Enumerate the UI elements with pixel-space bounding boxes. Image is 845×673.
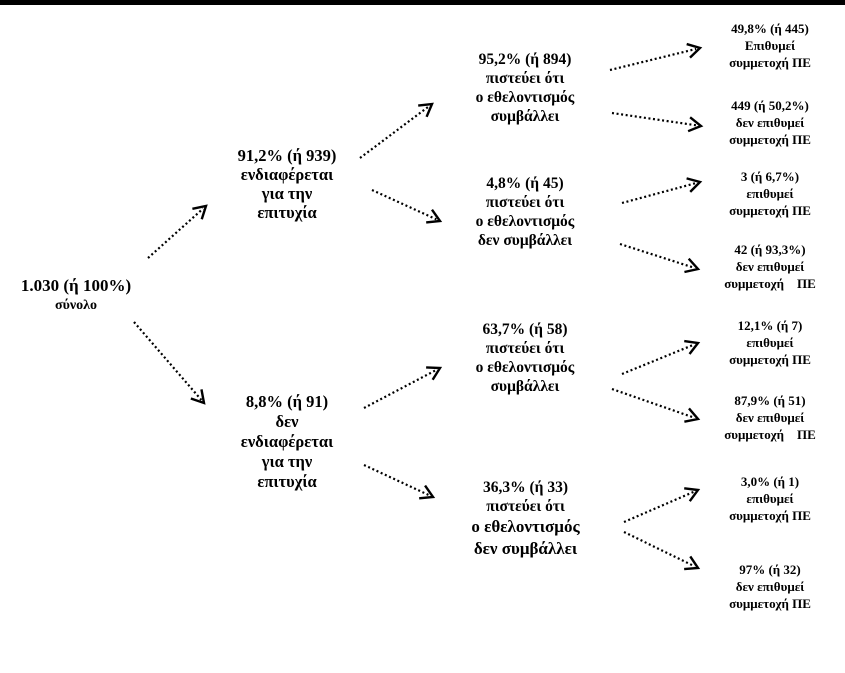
node-total-count: 1.030 (ή 100%)	[20, 276, 132, 295]
leaf-ninb-wants-line-0: 3,0% (ή 1)	[740, 474, 800, 489]
leaf-inb-not-wants-line-2: συμμετοχή ΠΕ	[724, 276, 816, 291]
node-ninb-line-1: πιστεύει ότι	[486, 498, 565, 515]
node-not-interested-believes: 63,7% (ή 58) πιστεύει ότι ο εθελοντισμός…	[445, 320, 605, 396]
node-ib-line-2: ο εθελοντισμός	[475, 89, 575, 106]
leaf-ninb-wants-line-2: συμμετοχή ΠΕ	[729, 508, 811, 523]
node-interested-line-1: ενδιαφέρεται	[240, 165, 334, 184]
arrow-inb-to-wants	[621, 177, 703, 205]
leaf-ib-not-wants-line-1: δεν επιθυμεί	[735, 115, 805, 130]
arrow-not-interested-to-nib	[363, 366, 443, 409]
node-interested-believes: 95,2% (ή 894) πιστεύει ότι ο εθελοντισμό…	[445, 50, 605, 126]
leaf-ninb-wants-line-1: επιθυμεί	[746, 491, 794, 506]
node-nib-line-0: 63,7% (ή 58)	[482, 321, 568, 338]
node-not-interested-line-2: ενδιαφέρεται	[240, 432, 334, 451]
leaf-ninb-not-wants-line-2: συμμετοχή ΠΕ	[729, 596, 811, 611]
node-ib-line-1: πιστεύει ότι	[485, 70, 565, 87]
leaf-nib-not-wants-line-1: δεν επιθυμεί	[735, 410, 805, 425]
node-ninb-line-2: ο εθελοντισμός	[471, 517, 580, 536]
leaf-inb-wants: 3 (ή 6,7%) επιθυμεί συμμετοχή ΠΕ	[710, 168, 830, 219]
leaf-ib-not-wants-line-0: 449 (ή 50,2%)	[731, 98, 809, 113]
leaf-inb-not-wants-line-1: δεν επιθυμεί	[735, 259, 805, 274]
leaf-nib-wants-line-0: 12,1% (ή 7)	[737, 318, 803, 333]
node-not-interested-not-believes: 36,3% (ή 33) πιστεύει ότι ο εθελοντισμός…	[438, 478, 613, 560]
node-ninb-line-0: 36,3% (ή 33)	[482, 479, 568, 496]
node-not-interested-line-0: 8,8% (ή 91)	[245, 392, 329, 411]
node-ib-line-3: συμβάλλει	[490, 108, 560, 125]
leaf-inb-wants-line-0: 3 (ή 6,7%)	[740, 169, 800, 184]
leaf-nib-wants-line-1: επιθυμεί	[746, 335, 794, 350]
node-interested-line-2: για την	[261, 184, 313, 203]
leaf-nib-wants: 12,1% (ή 7) επιθυμεί συμμετοχή ΠΕ	[710, 317, 830, 368]
node-nib-line-1: πιστεύει ότι	[485, 340, 565, 357]
leaf-ib-not-wants-line-2: συμμετοχή ΠΕ	[729, 132, 811, 147]
node-inb-line-0: 4,8% (ή 45)	[486, 175, 564, 192]
arrow-nib-to-not-wants	[611, 387, 701, 423]
node-interested-not-believes: 4,8% (ή 45) πιστεύει ότι ο εθελοντισμός …	[445, 174, 605, 250]
arrow-not-interested-to-ninb	[363, 464, 436, 500]
top-rule	[0, 0, 845, 5]
arrow-interested-to-inb	[371, 188, 443, 224]
leaf-ib-not-wants: 449 (ή 50,2%) δεν επιθυμεί συμμετοχή ΠΕ	[710, 97, 830, 148]
node-ib-line-0: 95,2% (ή 894)	[478, 51, 572, 68]
node-inb-line-3: δεν συμβάλλει	[477, 232, 573, 249]
node-interested-line-0: 91,2% (ή 939)	[237, 146, 337, 165]
arrow-ib-to-not-wants	[611, 111, 704, 133]
node-not-interested: 8,8% (ή 91) δεν ενδιαφέρεται για την επι…	[212, 392, 362, 492]
leaf-ninb-wants: 3,0% (ή 1) επιθυμεί συμμετοχή ΠΕ	[710, 473, 830, 524]
arrow-interested-to-ib	[359, 102, 434, 159]
node-inb-line-2: ο εθελοντισμός	[475, 213, 575, 230]
node-not-interested-line-3: για την	[261, 452, 313, 471]
leaf-ib-wants-line-1: Επιθυμεί	[744, 38, 796, 53]
arrow-inb-to-not-wants	[619, 242, 701, 274]
node-nib-line-2: ο εθελοντισμός	[475, 359, 575, 376]
leaf-nib-wants-line-2: συμμετοχή ΠΕ	[729, 352, 811, 367]
arrow-nib-to-wants	[621, 339, 701, 376]
leaf-ninb-not-wants-line-1: δεν επιθυμεί	[735, 579, 805, 594]
node-interested-line-3: επιτυχία	[257, 203, 317, 222]
leaf-inb-wants-line-1: επιθυμεί	[746, 186, 794, 201]
arrow-ninb-to-wants	[623, 487, 701, 524]
leaf-inb-not-wants-line-0: 42 (ή 93,3%)	[734, 242, 806, 257]
node-inb-line-1: πιστεύει ότι	[485, 194, 565, 211]
arrow-ninb-to-not-wants	[623, 531, 701, 571]
leaf-ib-wants-line-0: 49,8% (ή 445)	[731, 21, 809, 36]
leaf-inb-wants-line-2: συμμετοχή ΠΕ	[729, 203, 811, 218]
node-not-interested-line-1: δεν	[275, 412, 299, 431]
leaf-ib-wants-line-2: συμμετοχή ΠΕ	[729, 55, 811, 70]
leaf-ib-wants: 49,8% (ή 445) Επιθυμεί συμμετοχή ΠΕ	[710, 20, 830, 71]
leaf-ninb-not-wants-line-0: 97% (ή 32)	[739, 562, 801, 577]
node-nib-line-3: συμβάλλει	[490, 378, 560, 395]
node-interested: 91,2% (ή 939) ενδιαφέρεται για την επιτυ…	[212, 146, 362, 222]
arrow-root-to-not-interested	[133, 321, 206, 405]
node-total: 1.030 (ή 100%) σύνολο	[6, 276, 146, 316]
leaf-nib-not-wants-line-0: 87,9% (ή 51)	[734, 393, 806, 408]
arrow-root-to-interested	[147, 204, 208, 259]
leaf-nib-not-wants-line-2: συμμετοχή ΠΕ	[724, 427, 816, 442]
leaf-inb-not-wants: 42 (ή 93,3%) δεν επιθυμεί συμμετοχή ΠΕ	[710, 241, 830, 292]
node-total-label: σύνολο	[54, 298, 97, 313]
node-not-interested-line-4: επιτυχία	[257, 472, 317, 491]
leaf-nib-not-wants: 87,9% (ή 51) δεν επιθυμεί συμμετοχή ΠΕ	[710, 392, 830, 443]
arrow-ib-to-wants	[609, 42, 703, 72]
node-ninb-line-3: δεν συμβάλλει	[473, 539, 578, 558]
leaf-ninb-not-wants: 97% (ή 32) δεν επιθυμεί συμμετοχή ΠΕ	[710, 561, 830, 612]
